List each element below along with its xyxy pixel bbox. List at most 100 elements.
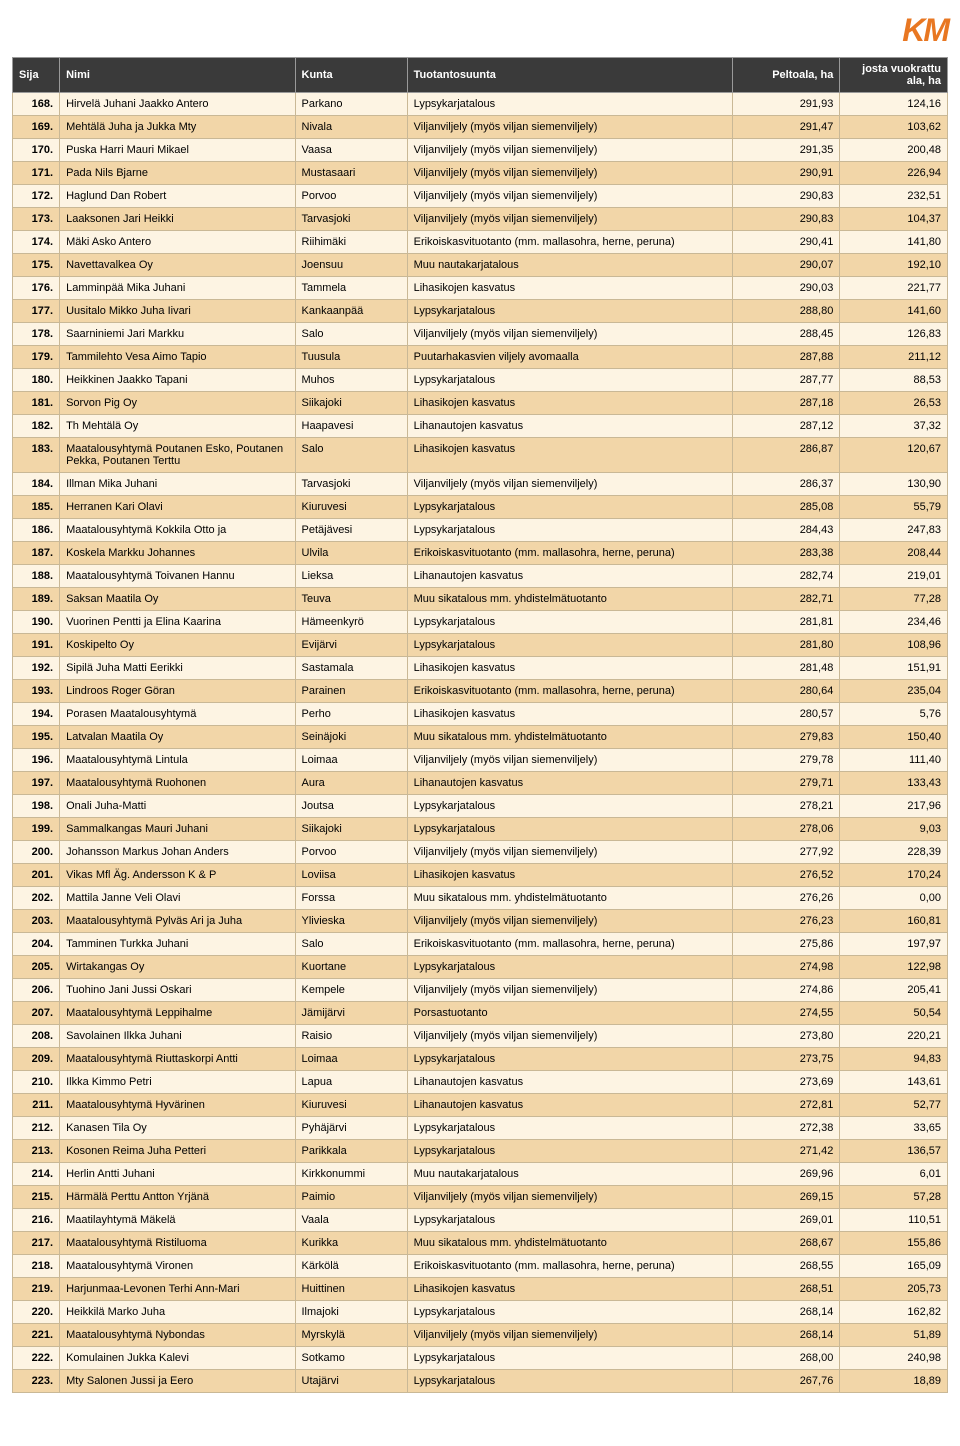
cell-rented: 0,00 [840, 887, 948, 910]
table-row: 206.Tuohino Jani Jussi OskariKempeleVilj… [13, 979, 948, 1002]
cell-name: Haglund Dan Robert [60, 185, 295, 208]
cell-rented: 55,79 [840, 496, 948, 519]
cell-rank: 185. [13, 496, 60, 519]
cell-rented: 170,24 [840, 864, 948, 887]
cell-area: 272,81 [732, 1094, 840, 1117]
cell-production: Muu nautakarjatalous [407, 254, 732, 277]
cell-name: Maatalousyhtymä Leppihalme [60, 1002, 295, 1025]
cell-area: 268,00 [732, 1347, 840, 1370]
cell-name: Koskipelto Oy [60, 634, 295, 657]
table-row: 199.Sammalkangas Mauri JuhaniSiikajokiLy… [13, 818, 948, 841]
cell-area: 282,74 [732, 565, 840, 588]
cell-production: Viljanviljely (myös viljan siemenviljely… [407, 841, 732, 864]
cell-production: Viljanviljely (myös viljan siemenviljely… [407, 323, 732, 346]
cell-production: Viljanviljely (myös viljan siemenviljely… [407, 116, 732, 139]
cell-municipality: Kirkkonummi [295, 1163, 407, 1186]
cell-production: Lypsykarjatalous [407, 1117, 732, 1140]
cell-area: 278,06 [732, 818, 840, 841]
table-row: 175.Navettavalkea OyJoensuuMuu nautakarj… [13, 254, 948, 277]
table-row: 215.Härmälä Perttu Antton YrjänäPaimioVi… [13, 1186, 948, 1209]
cell-rank: 170. [13, 139, 60, 162]
cell-production: Lihasikojen kasvatus [407, 703, 732, 726]
cell-name: Johansson Markus Johan Anders [60, 841, 295, 864]
cell-area: 269,15 [732, 1186, 840, 1209]
cell-municipality: Loimaa [295, 749, 407, 772]
cell-rank: 200. [13, 841, 60, 864]
cell-rank: 217. [13, 1232, 60, 1255]
cell-name: Herlin Antti Juhani [60, 1163, 295, 1186]
cell-area: 290,03 [732, 277, 840, 300]
cell-name: Tuohino Jani Jussi Oskari [60, 979, 295, 1002]
cell-rank: 168. [13, 93, 60, 116]
cell-name: Maatalousyhtymä Ruohonen [60, 772, 295, 795]
cell-name: Herranen Kari Olavi [60, 496, 295, 519]
cell-production: Erikoiskasvituotanto (mm. mallasohra, he… [407, 1255, 732, 1278]
table-row: 221.Maatalousyhtymä NybondasMyrskyläVilj… [13, 1324, 948, 1347]
cell-rank: 211. [13, 1094, 60, 1117]
cell-municipality: Lapua [295, 1071, 407, 1094]
cell-area: 281,81 [732, 611, 840, 634]
cell-rank: 169. [13, 116, 60, 139]
table-row: 219.Harjunmaa-Levonen Terhi Ann-MariHuit… [13, 1278, 948, 1301]
table-row: 170.Puska Harri Mauri MikaelVaasaViljanv… [13, 139, 948, 162]
logo: KM [12, 12, 948, 49]
table-row: 196.Maatalousyhtymä LintulaLoimaaViljanv… [13, 749, 948, 772]
cell-rented: 133,43 [840, 772, 948, 795]
cell-municipality: Loimaa [295, 1048, 407, 1071]
cell-area: 291,35 [732, 139, 840, 162]
cell-area: 271,42 [732, 1140, 840, 1163]
cell-municipality: Tarvasjoki [295, 208, 407, 231]
cell-name: Latvalan Maatila Oy [60, 726, 295, 749]
cell-production: Viljanviljely (myös viljan siemenviljely… [407, 1025, 732, 1048]
cell-name: Tamminen Turkka Juhani [60, 933, 295, 956]
cell-municipality: Forssa [295, 887, 407, 910]
table-row: 169.Mehtälä Juha ja Jukka MtyNivalaVilja… [13, 116, 948, 139]
cell-rank: 176. [13, 277, 60, 300]
cell-production: Lypsykarjatalous [407, 1347, 732, 1370]
col-nimi: Nimi [60, 58, 295, 93]
table-row: 190.Vuorinen Pentti ja Elina KaarinaHäme… [13, 611, 948, 634]
cell-rented: 26,53 [840, 392, 948, 415]
cell-area: 283,38 [732, 542, 840, 565]
cell-area: 276,52 [732, 864, 840, 887]
cell-rank: 202. [13, 887, 60, 910]
col-sija: Sija [13, 58, 60, 93]
cell-municipality: Salo [295, 438, 407, 473]
table-row: 192.Sipilä Juha Matti EerikkiSastamalaLi… [13, 657, 948, 680]
cell-rented: 208,44 [840, 542, 948, 565]
cell-area: 268,67 [732, 1232, 840, 1255]
cell-rank: 175. [13, 254, 60, 277]
cell-area: 267,76 [732, 1370, 840, 1393]
cell-municipality: Nivala [295, 116, 407, 139]
table-row: 204.Tamminen Turkka JuhaniSaloErikoiskas… [13, 933, 948, 956]
cell-rented: 247,83 [840, 519, 948, 542]
cell-production: Viljanviljely (myös viljan siemenviljely… [407, 979, 732, 1002]
cell-name: Lindroos Roger Göran [60, 680, 295, 703]
table-row: 200.Johansson Markus Johan AndersPorvooV… [13, 841, 948, 864]
cell-production: Lypsykarjatalous [407, 1370, 732, 1393]
cell-production: Lypsykarjatalous [407, 300, 732, 323]
cell-rented: 165,09 [840, 1255, 948, 1278]
cell-name: Illman Mika Juhani [60, 473, 295, 496]
cell-production: Lihasikojen kasvatus [407, 277, 732, 300]
cell-rank: 179. [13, 346, 60, 369]
cell-municipality: Kankaanpää [295, 300, 407, 323]
cell-municipality: Ilmajoki [295, 1301, 407, 1324]
cell-rented: 51,89 [840, 1324, 948, 1347]
col-tuotantosuunta: Tuotantosuunta [407, 58, 732, 93]
table-row: 186.Maatalousyhtymä Kokkila Otto jaPetäj… [13, 519, 948, 542]
cell-rank: 204. [13, 933, 60, 956]
cell-rank: 215. [13, 1186, 60, 1209]
cell-name: Vikas Mfl Äg. Andersson K & P [60, 864, 295, 887]
cell-rented: 221,77 [840, 277, 948, 300]
cell-area: 281,48 [732, 657, 840, 680]
cell-municipality: Salo [295, 323, 407, 346]
cell-area: 280,64 [732, 680, 840, 703]
cell-production: Muu sikatalous mm. yhdistelmätuotanto [407, 588, 732, 611]
table-row: 174.Mäki Asko AnteroRiihimäkiErikoiskasv… [13, 231, 948, 254]
cell-rank: 209. [13, 1048, 60, 1071]
cell-rank: 212. [13, 1117, 60, 1140]
cell-area: 273,75 [732, 1048, 840, 1071]
cell-area: 279,83 [732, 726, 840, 749]
cell-rented: 141,60 [840, 300, 948, 323]
